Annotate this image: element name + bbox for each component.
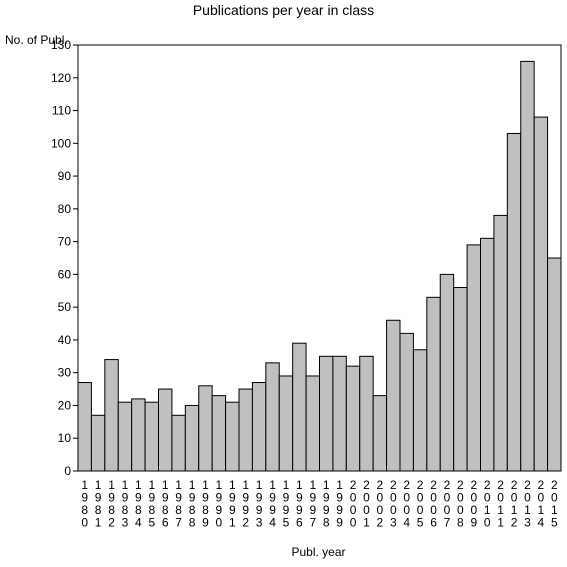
y-tick-label: 70 [58,235,72,249]
bar [399,332,414,472]
bar [278,375,294,472]
bar [319,355,334,472]
bar [426,296,441,472]
bar [412,349,428,472]
bar [265,362,280,472]
y-tick-label: 100 [51,136,71,150]
bar [305,375,321,472]
bar [453,286,468,472]
y-tick-label: 130 [51,38,71,52]
y-tick-label: 10 [58,431,72,445]
y-axis-label: No. of Publ. [5,33,68,47]
bar [520,60,535,472]
bar [198,385,213,472]
bar [104,359,119,472]
bar [372,395,388,472]
bar [466,244,482,472]
bar [292,342,307,472]
y-tick-label: 30 [58,366,72,380]
bar [184,404,200,472]
y-tick-label: 0 [64,464,71,478]
bar [211,395,227,472]
bar [359,355,374,472]
y-tick-label: 50 [58,300,72,314]
bar [480,237,495,472]
bar [144,401,159,472]
bar [238,388,253,472]
y-tick-label: 120 [51,71,71,85]
bar [90,414,106,472]
bar [117,401,133,472]
y-tick-label: 20 [58,398,72,412]
bar [345,365,361,472]
bar [225,401,240,472]
bar [533,116,549,472]
bar [506,132,522,472]
bar [251,382,267,472]
bar [493,214,508,472]
bar [439,273,455,472]
bar [171,414,186,472]
bar [77,382,92,472]
y-tick-label: 60 [58,267,72,281]
y-tick-label: 80 [58,202,72,216]
chart-title: Publications per year in class [192,2,375,18]
bar [547,257,562,472]
bar [332,355,347,472]
bar [158,388,173,472]
y-tick-label: 40 [58,333,72,347]
y-tick-label: 110 [52,104,71,118]
x-axis-label: Publ. year [291,545,346,559]
bar [386,319,401,472]
y-tick-label: 90 [58,169,72,183]
bar [131,398,146,472]
